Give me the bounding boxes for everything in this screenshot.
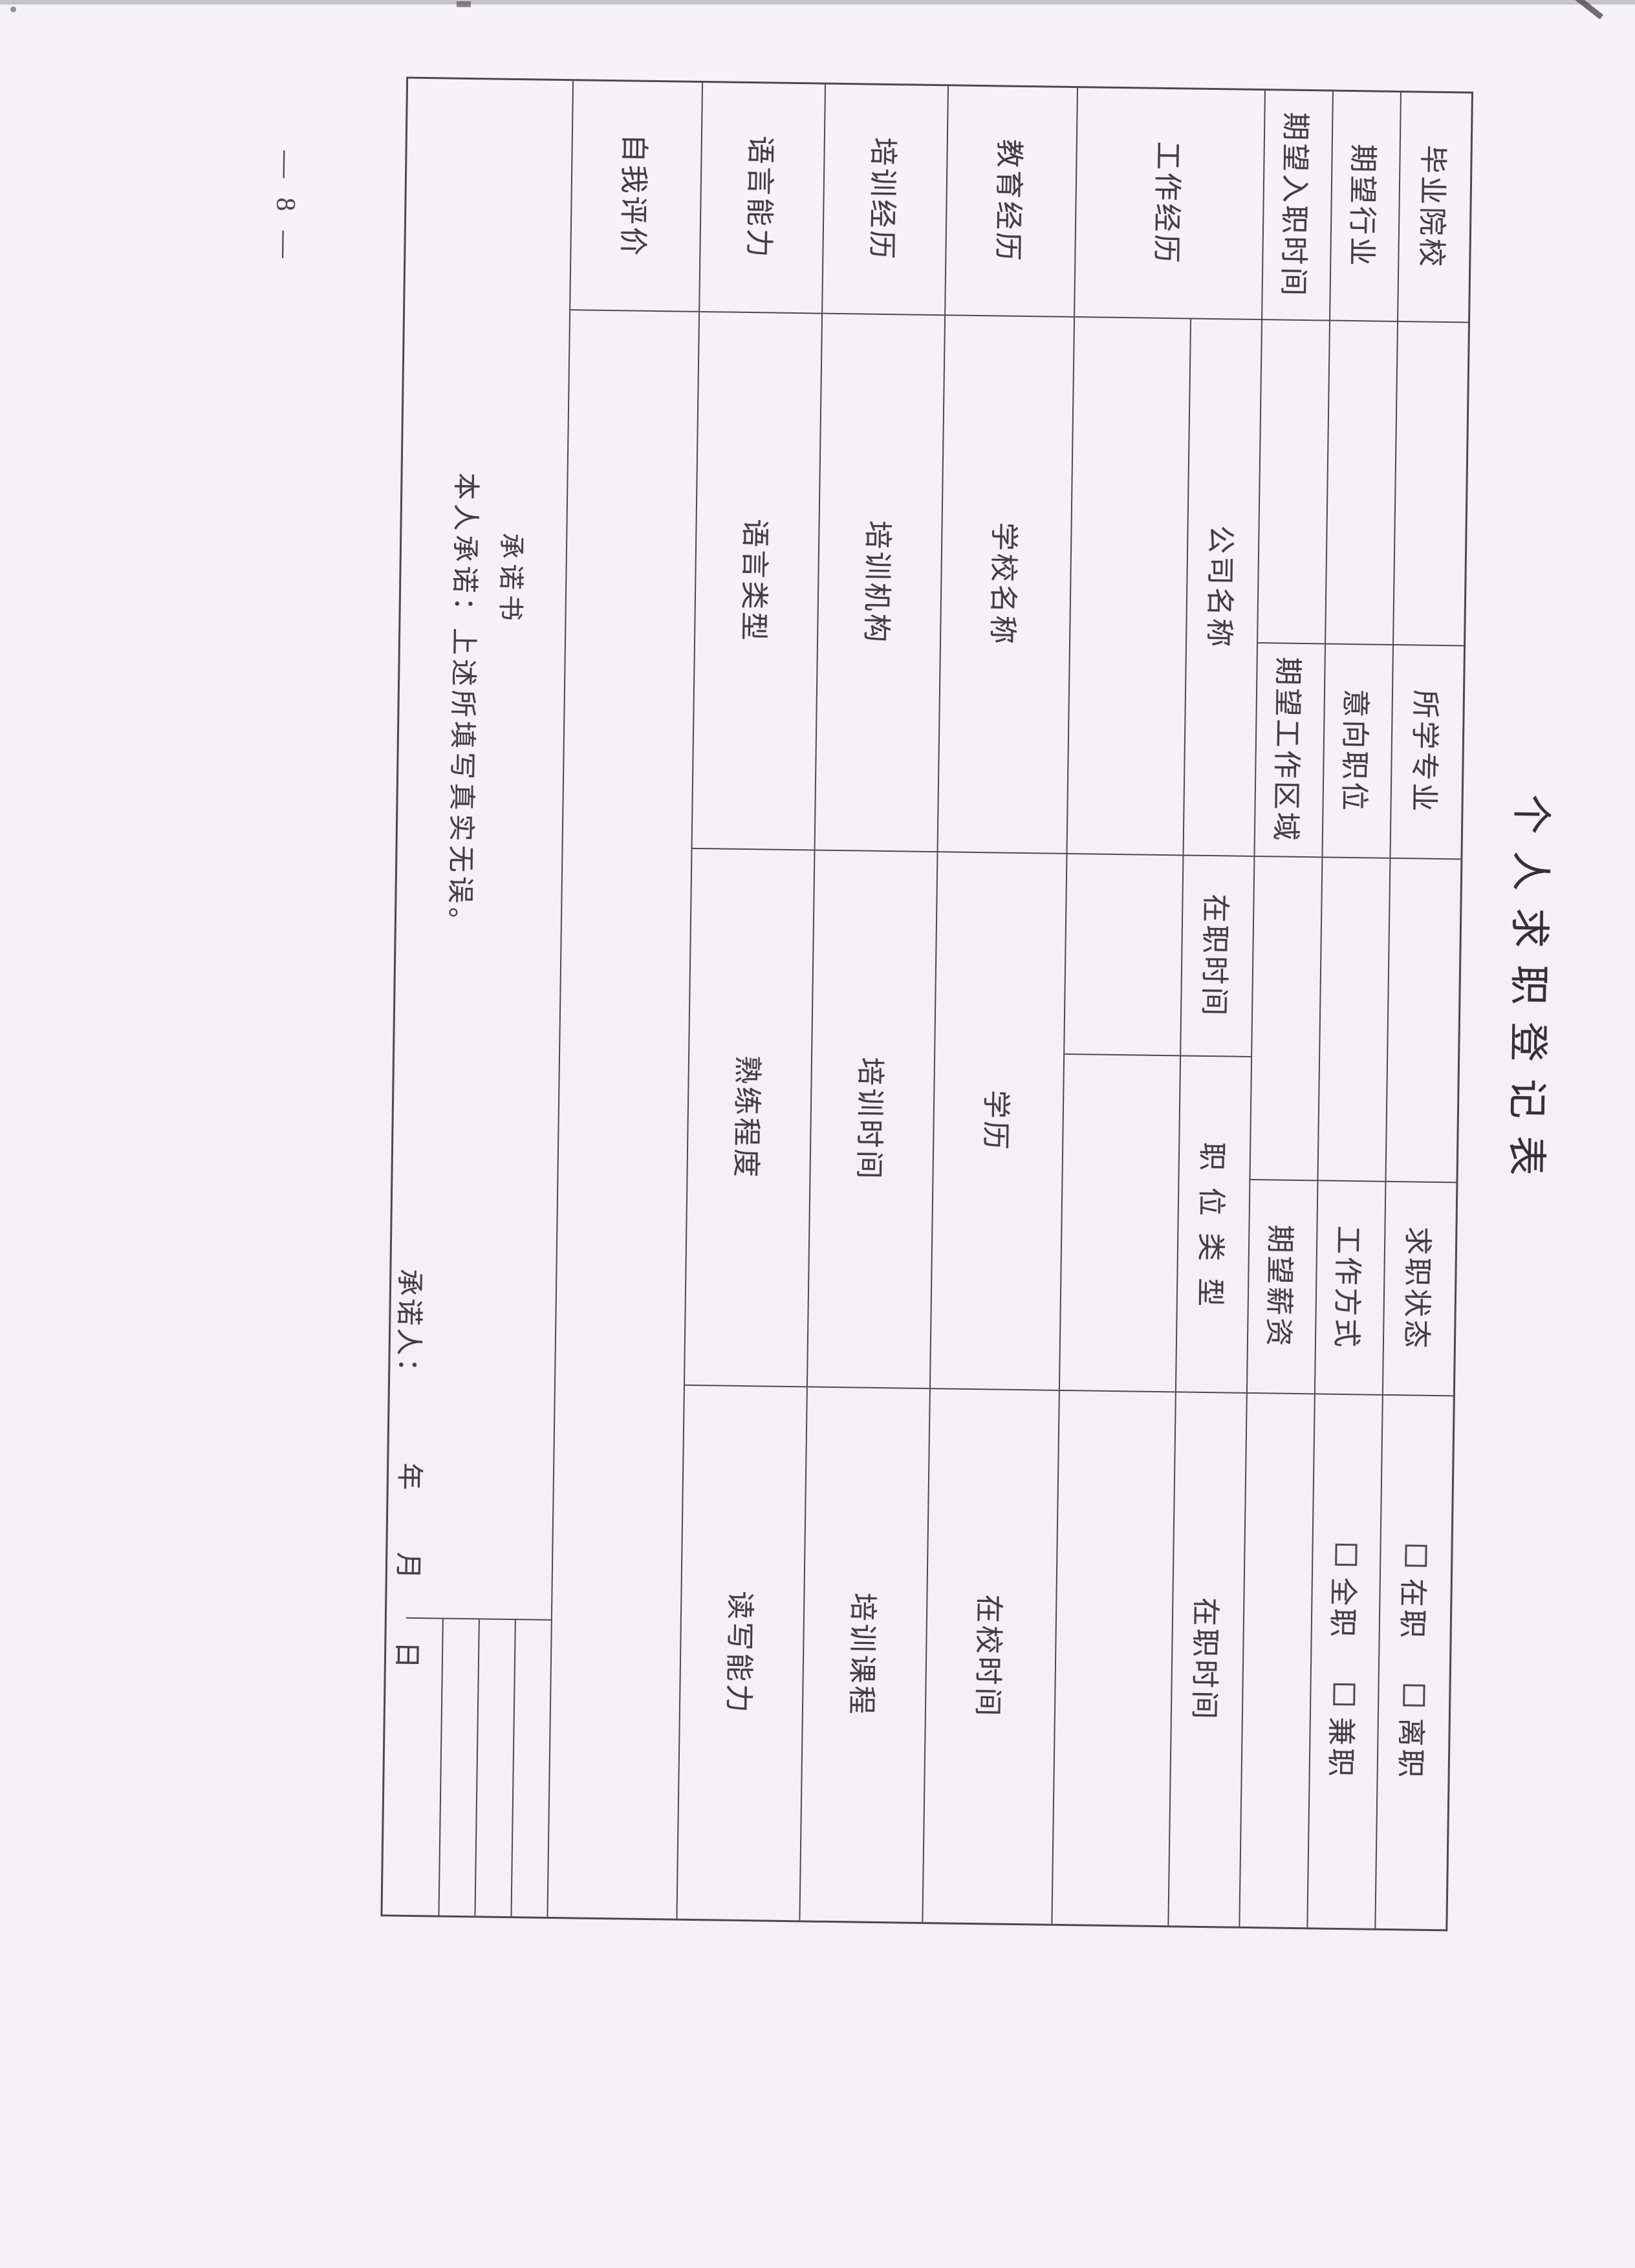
form-title: 个人求职登记表 <box>1503 794 1553 1193</box>
label-intended-position: 意向职位 <box>1323 644 1393 859</box>
label-training-period: 培训时间 <box>807 850 937 1390</box>
field-expected-salary[interactable] <box>1240 1394 1314 1927</box>
field-employment-period-2[interactable] <box>1052 1391 1175 1925</box>
checkbox-fulltime[interactable]: 全职 <box>1325 1543 1367 1640</box>
field-self-evaluation[interactable] <box>548 310 698 1919</box>
field-graduation-school[interactable] <box>1394 322 1469 647</box>
promise-signer-label: 承诺人： <box>392 1268 424 1388</box>
field-employment-period[interactable] <box>1065 854 1183 1057</box>
application-table: 毕业院校 所学专业 求职状态 在职 离职 期望行 <box>380 76 1473 1932</box>
section-language: 语言能力 语言类型 熟练程度 读写能力 <box>676 82 825 1921</box>
section-self-evaluation: 自我评价 <box>547 81 702 1919</box>
scanner-edge-strip <box>0 0 1635 5</box>
checkbox-employed[interactable]: 在职 <box>1394 1544 1437 1641</box>
field-work-mode: 全职 兼职 <box>1308 1394 1381 1928</box>
label-expected-salary: 期望薪资 <box>1247 1180 1317 1395</box>
label-degree: 学历 <box>930 852 1067 1391</box>
checkbox-label: 全职 <box>1326 1577 1359 1640</box>
work-entry-row <box>1052 318 1191 1925</box>
label-language-ability: 语言能力 <box>700 82 825 314</box>
label-employment-period-2: 在职时间 <box>1187 1597 1222 1722</box>
scan-artifact-dot <box>10 6 16 12</box>
label-job-status: 求职状态 <box>1383 1182 1456 1397</box>
label-self-evaluation: 自我评价 <box>570 81 702 312</box>
page-number: — 8 — <box>270 150 301 265</box>
field-major[interactable] <box>1386 858 1461 1183</box>
label-work-experience: 工作经历 <box>1075 88 1264 321</box>
field-desired-industry[interactable] <box>1326 321 1398 645</box>
label-school-name: 学校名称 <box>938 316 1074 854</box>
field-company-name[interactable] <box>1067 318 1191 856</box>
stub-cell[interactable] <box>438 1619 479 1916</box>
section-work-experience: 工作经历 公司名称 在职时间 职位类型 在职时间 <box>1051 88 1264 1927</box>
label-education-experience: 教育经历 <box>946 86 1077 318</box>
checkbox-label: 在职 <box>1396 1578 1429 1641</box>
field-expected-work-area[interactable] <box>1250 857 1322 1182</box>
section-promise: 承诺书 本人承诺：上述所填写真实无误。 承诺人： 年 月 日 <box>380 79 572 1917</box>
promise-heading: 承诺书 <box>495 532 526 627</box>
field-intended-position[interactable] <box>1318 858 1390 1182</box>
label-expected-work-area: 期望工作区域 <box>1255 643 1325 858</box>
label-language-type: 语言类型 <box>692 312 822 851</box>
checkbox-icon <box>1405 1544 1427 1567</box>
checkbox-parttime[interactable]: 兼职 <box>1323 1683 1365 1780</box>
stub-cell[interactable] <box>474 1619 515 1917</box>
promise-cell: 承诺书 本人承诺：上述所填写真实无误。 承诺人： 年 月 日 <box>380 79 572 1917</box>
checkbox-icon <box>1333 1683 1356 1706</box>
label-training-course: 培训课程 <box>845 1592 879 1717</box>
label-training-institution: 培训机构 <box>815 314 945 853</box>
label-employment-period: 在职时间 <box>1181 856 1254 1057</box>
section-training: 培训经历 培训机构 培训时间 培训课程 <box>799 84 948 1922</box>
work-experience-grid: 公司名称 在职时间 职位类型 在职时间 <box>1052 318 1262 1927</box>
checkbox-label: 离职 <box>1394 1718 1427 1780</box>
promise-statement: 本人承诺：上述所填写真实无误。 <box>444 472 481 939</box>
label-expected-start-date: 期望入职时间 <box>1262 91 1332 321</box>
label-graduation-school: 毕业院校 <box>1398 92 1471 323</box>
label-position-type: 职位类型 <box>1176 1056 1251 1394</box>
label-read-write-ability: 读写能力 <box>722 1590 756 1716</box>
label-proficiency: 熟练程度 <box>684 848 814 1388</box>
label-major: 所学专业 <box>1391 645 1464 860</box>
label-school-period: 在校时间 <box>971 1594 1005 1719</box>
stub-cell[interactable] <box>402 1619 442 1916</box>
checkbox-label: 兼职 <box>1325 1716 1358 1780</box>
field-job-status: 在职 离职 <box>1376 1396 1453 1929</box>
label-work-mode: 工作方式 <box>1315 1181 1385 1396</box>
scan-artifact-notch <box>457 1 471 7</box>
section-education: 教育经历 学校名称 学历 在校时间 <box>922 86 1077 1924</box>
field-expected-start-date[interactable] <box>1258 320 1330 645</box>
label-training-experience: 培训经历 <box>823 84 948 316</box>
field-position-type[interactable] <box>1059 1054 1180 1393</box>
empty-stub-cells <box>402 1617 551 1917</box>
checkbox-icon <box>1403 1684 1425 1707</box>
stub-cell[interactable] <box>510 1620 551 1917</box>
label-company-name: 公司名称 <box>1184 319 1262 857</box>
checkbox-icon <box>1335 1543 1358 1566</box>
label-desired-industry: 期望行业 <box>1330 91 1400 322</box>
checkbox-resigned[interactable]: 离职 <box>1392 1684 1435 1780</box>
